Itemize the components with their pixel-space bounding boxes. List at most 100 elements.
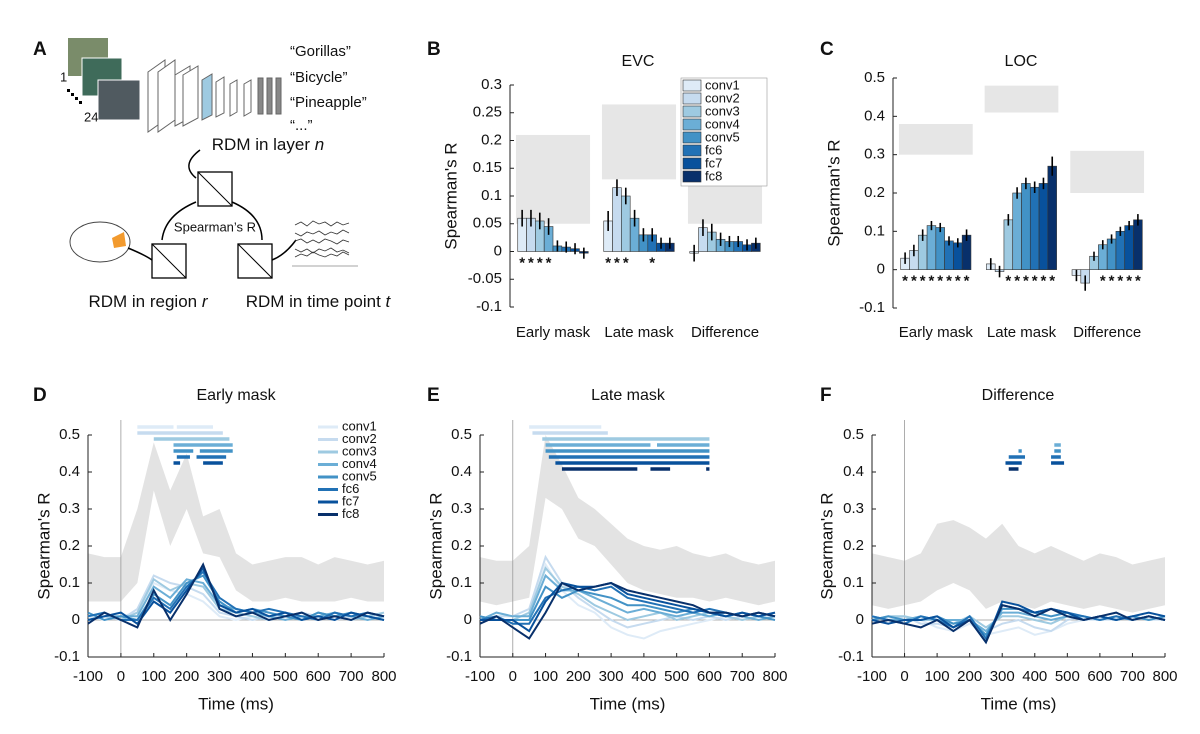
- legend-label: fc8: [342, 506, 359, 521]
- legend-label: conv2: [705, 90, 740, 105]
- significance-star: *: [1126, 273, 1132, 290]
- significance-star: *: [920, 273, 926, 290]
- label-var: n: [315, 135, 324, 154]
- legend-label: fc8: [705, 168, 722, 183]
- legend-label: conv5: [342, 468, 377, 483]
- line: [479, 554, 776, 629]
- x-tick-label: Early mask: [516, 324, 591, 341]
- y-axis-label: Spearman's R: [824, 139, 843, 246]
- x-tick-label: 400: [240, 668, 265, 685]
- x-tick-label: 300: [207, 668, 232, 685]
- y-tick-label: 0.4: [59, 463, 80, 480]
- significance-star: *: [911, 273, 917, 290]
- arrow: [188, 149, 201, 179]
- x-tick-label: 800: [371, 668, 396, 685]
- brain-region: [112, 232, 126, 248]
- brain: [69, 221, 131, 263]
- x-tick-label: Early mask: [899, 324, 974, 341]
- x-tick-label: 100: [925, 668, 950, 685]
- label-var: r: [202, 292, 209, 311]
- y-tick-label: 0.3: [864, 146, 885, 163]
- line: [87, 562, 385, 629]
- x-tick-label: 400: [631, 668, 656, 685]
- y-tick-label: -0.1: [859, 299, 885, 316]
- y-tick-label: 0.2: [481, 131, 502, 148]
- x-tick-label: 700: [339, 668, 364, 685]
- x-tick-label: Late mask: [987, 324, 1057, 341]
- significance-star: *: [519, 254, 525, 271]
- image-index: 24: [84, 109, 98, 124]
- center-label: Spearman’s R: [174, 219, 256, 234]
- network: [147, 59, 282, 133]
- x-tick-label: 500: [664, 668, 689, 685]
- y-tick-label: 0.5: [843, 426, 864, 443]
- legend-swatch: [682, 105, 702, 118]
- y-tick-label: 0.4: [451, 463, 472, 480]
- class-label: “Pineapple”: [290, 94, 367, 111]
- y-tick-label: 0.3: [481, 76, 502, 93]
- bar: [1047, 165, 1057, 270]
- class-label: “Gorillas”: [290, 43, 351, 60]
- y-tick-label: 0.1: [843, 574, 864, 591]
- x-tick-label: 0: [509, 668, 517, 685]
- y-tick-label: -0.1: [446, 648, 472, 665]
- x-tick-label: 600: [1087, 668, 1112, 685]
- x-tick-label: Late mask: [604, 324, 674, 341]
- bar: [612, 187, 622, 252]
- y-tick-label: 0.2: [864, 184, 885, 201]
- class-label: “...”: [290, 117, 313, 134]
- bar: [1021, 183, 1031, 270]
- significance-star: *: [1005, 273, 1011, 290]
- y-tick-label: 0.4: [843, 463, 864, 480]
- significance-star: *: [605, 254, 611, 271]
- panel-letter: B: [427, 39, 441, 60]
- bar: [1029, 186, 1040, 270]
- y-tick-label: -0.1: [838, 648, 864, 665]
- line: [87, 570, 385, 622]
- significance-star: *: [937, 273, 943, 290]
- x-tick-label: 200: [566, 668, 591, 685]
- y-tick-label: 0.1: [864, 222, 885, 239]
- arrow: [127, 239, 297, 261]
- y-tick-label: 0.25: [473, 104, 502, 121]
- y-axis-label: Spearman's R: [817, 492, 836, 599]
- noise-ceiling: [88, 442, 384, 602]
- y-tick-label: 0.2: [59, 537, 80, 554]
- x-tick-label: 100: [141, 668, 166, 685]
- y-tick-label: 0.5: [451, 426, 472, 443]
- x-tick-label: 300: [990, 668, 1015, 685]
- bar: [1115, 231, 1126, 270]
- panel-letter: D: [33, 385, 47, 406]
- significance-star: *: [1049, 273, 1055, 290]
- bar: [1003, 219, 1014, 270]
- y-tick-label: 0.15: [473, 159, 502, 176]
- significance-star: *: [614, 254, 620, 271]
- legend-label: conv4: [705, 116, 740, 131]
- rdm-diagonal: [151, 243, 187, 279]
- chart-title: EVC: [622, 53, 655, 70]
- y-tick-label: 0: [464, 611, 472, 628]
- line: [479, 581, 776, 640]
- significance-star: *: [964, 273, 970, 290]
- x-axis-label: Time (ms): [981, 694, 1057, 713]
- significance-star: *: [1023, 273, 1029, 290]
- chart-title: Early mask: [196, 387, 276, 404]
- legend-swatch: [682, 144, 702, 157]
- y-axis-label: Spearman's R: [34, 492, 53, 599]
- line: [871, 604, 1166, 645]
- legend-label: fc6: [342, 481, 359, 496]
- y-tick-label: 0.3: [59, 500, 80, 517]
- eeg-traces: [292, 220, 358, 267]
- bar: [1133, 219, 1143, 270]
- x-tick-label: 200: [957, 668, 982, 685]
- legend-swatch: [682, 79, 702, 92]
- y-tick-label: 0.5: [59, 426, 80, 443]
- x-tick-label: Difference: [691, 324, 759, 341]
- y-tick-label: -0.05: [468, 270, 502, 287]
- x-tick-label: 500: [273, 668, 298, 685]
- x-tick-label: 500: [1055, 668, 1080, 685]
- bar: [935, 227, 945, 270]
- rdm-diagonal: [237, 243, 273, 279]
- x-tick-label: 600: [306, 668, 331, 685]
